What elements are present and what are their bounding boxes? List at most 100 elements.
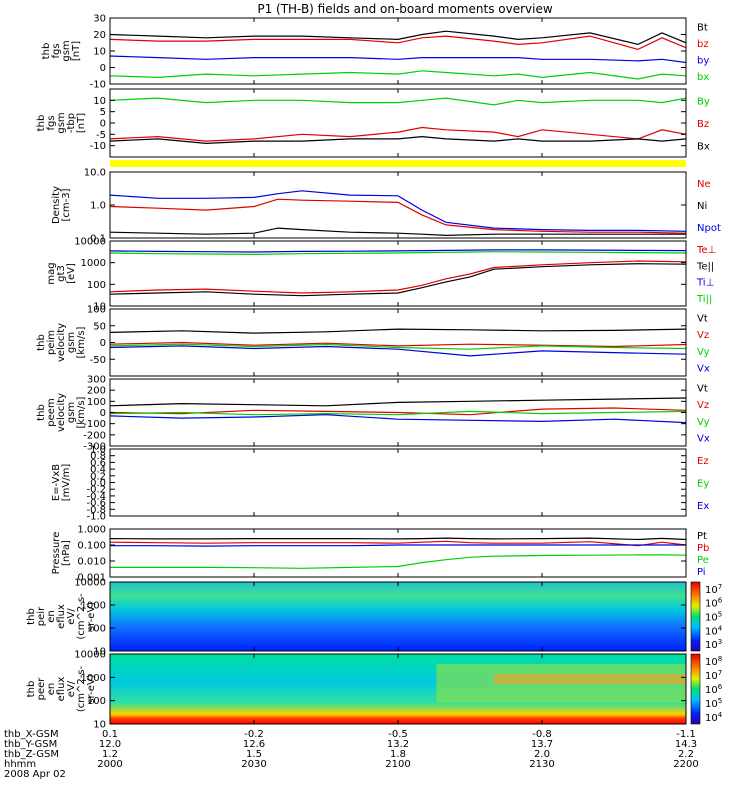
legend-entry: Bz bbox=[697, 119, 709, 130]
y-axis-label-line: eflux bbox=[56, 604, 67, 629]
series-line-pt bbox=[109, 537, 687, 541]
series-line-by bbox=[109, 55, 687, 64]
colorbar-tick-exponent: 7 bbox=[718, 583, 722, 591]
x-axis-row-value: 1.8 bbox=[390, 749, 406, 760]
y-axis-label-line: [km/s] bbox=[76, 396, 87, 428]
panel-frame bbox=[109, 171, 687, 239]
colorbar-tick-label: 108 bbox=[705, 655, 722, 668]
x-axis-row-value: 2100 bbox=[385, 759, 410, 770]
y-axis-label: Pressure [nPa] bbox=[51, 532, 72, 575]
series-line-te bbox=[109, 263, 687, 297]
series-line-vt bbox=[109, 397, 687, 407]
y-axis-label-line: eV/ bbox=[66, 608, 77, 625]
y-axis-label-line: [nT] bbox=[71, 41, 82, 61]
y-axis-label-line: velocity bbox=[56, 393, 67, 432]
y-tick-label: 10000 bbox=[74, 650, 106, 661]
x-axis-row-value: 1.2 bbox=[102, 749, 118, 760]
colorbar-tick-exponent: 3 bbox=[718, 638, 722, 646]
y-tick-label: -100 bbox=[83, 419, 106, 430]
colorbar-tick-exponent: 8 bbox=[718, 655, 722, 663]
colorbar-tick-label: 104 bbox=[705, 624, 723, 637]
y-tick-label: 20 bbox=[93, 30, 106, 41]
y-tick-label: -0.6 bbox=[86, 498, 106, 509]
y-axis-label-line: Density bbox=[51, 186, 62, 224]
y-tick-label: 0.001 bbox=[77, 573, 106, 584]
y-axis-label-line: peer bbox=[36, 677, 47, 701]
y-tick-label: 100 bbox=[87, 305, 106, 316]
legend-entry: Pe bbox=[697, 555, 709, 566]
legend-entry: Bx bbox=[697, 142, 710, 153]
x-axis-row-value: 0.1 bbox=[102, 729, 118, 740]
y-axis-label-line: thb bbox=[36, 404, 47, 421]
colorbar-tick-exponent: 5 bbox=[718, 611, 722, 619]
series-line-pi bbox=[110, 544, 686, 547]
legend-entry: Ti⊥ bbox=[696, 278, 714, 289]
series-line-ti bbox=[109, 249, 687, 253]
y-axis-label-line: gsm bbox=[56, 112, 67, 133]
series-line-bx bbox=[109, 70, 687, 80]
legend-entry: Te|| bbox=[696, 261, 714, 272]
y-tick-label: 0.4 bbox=[90, 465, 106, 476]
series-line-vy bbox=[109, 343, 687, 350]
y-axis-label-line: eflux bbox=[56, 677, 67, 702]
legend-entry: Vy bbox=[697, 347, 710, 358]
y-axis-label: thb fgs gsm [nT] bbox=[41, 40, 82, 61]
y-axis-label: thb peir en eflux eV/(cm^2-s-sr-eV) bbox=[26, 593, 97, 640]
y-tick-label: 30 bbox=[93, 14, 106, 25]
panel-1: 30 20 10 0 -10 thb fgs gsm [nT] Bt bz by bx bbox=[41, 14, 709, 91]
y-axis-label-line: E=-VxB bbox=[51, 464, 62, 501]
x-axis-row-value: 2030 bbox=[241, 759, 266, 770]
y-axis-label: thb peer en eflux eV/(cm^2-s-sr-eV) bbox=[26, 665, 97, 712]
x-axis-row-label: hhmm bbox=[4, 759, 36, 770]
y-tick-label: -300 bbox=[83, 442, 106, 453]
legend-entry: Npot bbox=[697, 223, 721, 234]
legend-entry: Ni bbox=[697, 201, 707, 212]
x-axis-row-value: 14.3 bbox=[675, 739, 697, 750]
legend-entry: Vx bbox=[697, 364, 710, 375]
y-axis-label-line: eV/ bbox=[66, 680, 77, 697]
x-axis-date: 2008 Apr 02 bbox=[4, 769, 66, 780]
colorbar-tick-base: 10 bbox=[705, 685, 718, 696]
figure-title: P1 (TH-B) fields and on-board moments ov… bbox=[257, 2, 553, 16]
y-axis-label-line: [cm-3] bbox=[61, 188, 72, 221]
y-axis-label: thb peem velocity gsm [km/s] bbox=[36, 393, 87, 432]
legend-entry: bx bbox=[697, 72, 709, 83]
series-line-ti bbox=[109, 251, 687, 256]
y-tick-label: -200 bbox=[83, 430, 106, 441]
y-axis-label: mag gt3 [eV] bbox=[46, 262, 77, 284]
series-line-bz bbox=[109, 35, 687, 51]
colorbar-tick-base: 10 bbox=[705, 671, 718, 682]
series-line-bz bbox=[109, 126, 687, 142]
legend-entry: Te⊥ bbox=[696, 245, 716, 256]
y-tick-label: -0.8 bbox=[86, 505, 106, 516]
series-line-npot bbox=[109, 190, 687, 232]
y-axis-label-line: [nT] bbox=[76, 113, 87, 133]
y-tick-label: -5 bbox=[96, 130, 106, 141]
series-line-by bbox=[109, 97, 687, 106]
y-tick-label: 1.0 bbox=[90, 201, 106, 212]
y-tick-label: 0.010 bbox=[77, 557, 106, 568]
y-axis-label-line: peir bbox=[36, 606, 47, 626]
x-axis-row-value: 13.2 bbox=[387, 739, 409, 750]
y-axis-label-line: (cm^2-s- bbox=[76, 593, 87, 640]
y-axis-label-line: velocity bbox=[56, 323, 67, 362]
y-axis-label: thb fgs gsm -tbp [nT] bbox=[36, 112, 87, 133]
legend-entry: Pi bbox=[697, 567, 706, 578]
y-tick-label: 10000 bbox=[74, 237, 106, 248]
legend-entry: Vx bbox=[697, 434, 710, 445]
y-axis-label-line: gt3 bbox=[56, 265, 67, 282]
colorbar-scale bbox=[690, 653, 701, 725]
colorbar-tick-label: 106 bbox=[705, 683, 723, 696]
series-line-vy bbox=[109, 410, 687, 416]
y-axis-label-line: Pressure bbox=[51, 532, 62, 575]
y-tick-label: 5 bbox=[100, 107, 106, 118]
y-axis-label-line: fgs bbox=[51, 43, 62, 58]
x-axis-row-value: 2200 bbox=[673, 759, 698, 770]
series-line-bt bbox=[109, 30, 687, 46]
x-axis-row-value: 13.7 bbox=[531, 739, 553, 750]
x-axis-row-value: -0.8 bbox=[532, 729, 552, 740]
